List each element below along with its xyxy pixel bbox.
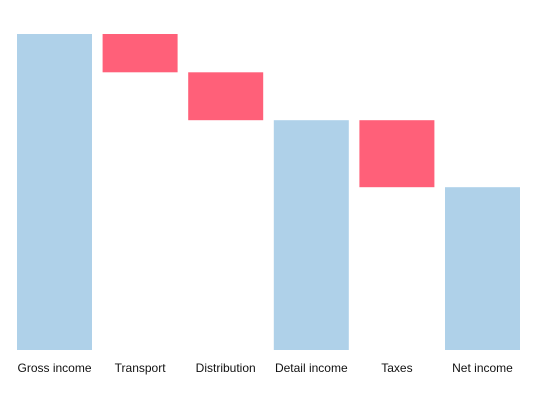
category-label: Taxes: [381, 361, 412, 375]
bar-distribution: [188, 72, 264, 121]
category-labels: Gross income Transport Distribution Detail …: [17, 361, 513, 375]
bar-taxes: [359, 120, 435, 188]
bar-transport: [102, 34, 178, 73]
bar-detail-income: [273, 120, 349, 350]
bar-net-income: [445, 187, 520, 350]
category-label: Detail income: [275, 361, 348, 375]
category-label: Net income: [452, 361, 513, 375]
category-label: Distribution: [196, 361, 256, 375]
category-label: Transport: [115, 361, 167, 375]
category-label: Gross income: [17, 361, 91, 375]
bar-gross-income: [17, 34, 92, 350]
bars-group: [17, 34, 520, 350]
